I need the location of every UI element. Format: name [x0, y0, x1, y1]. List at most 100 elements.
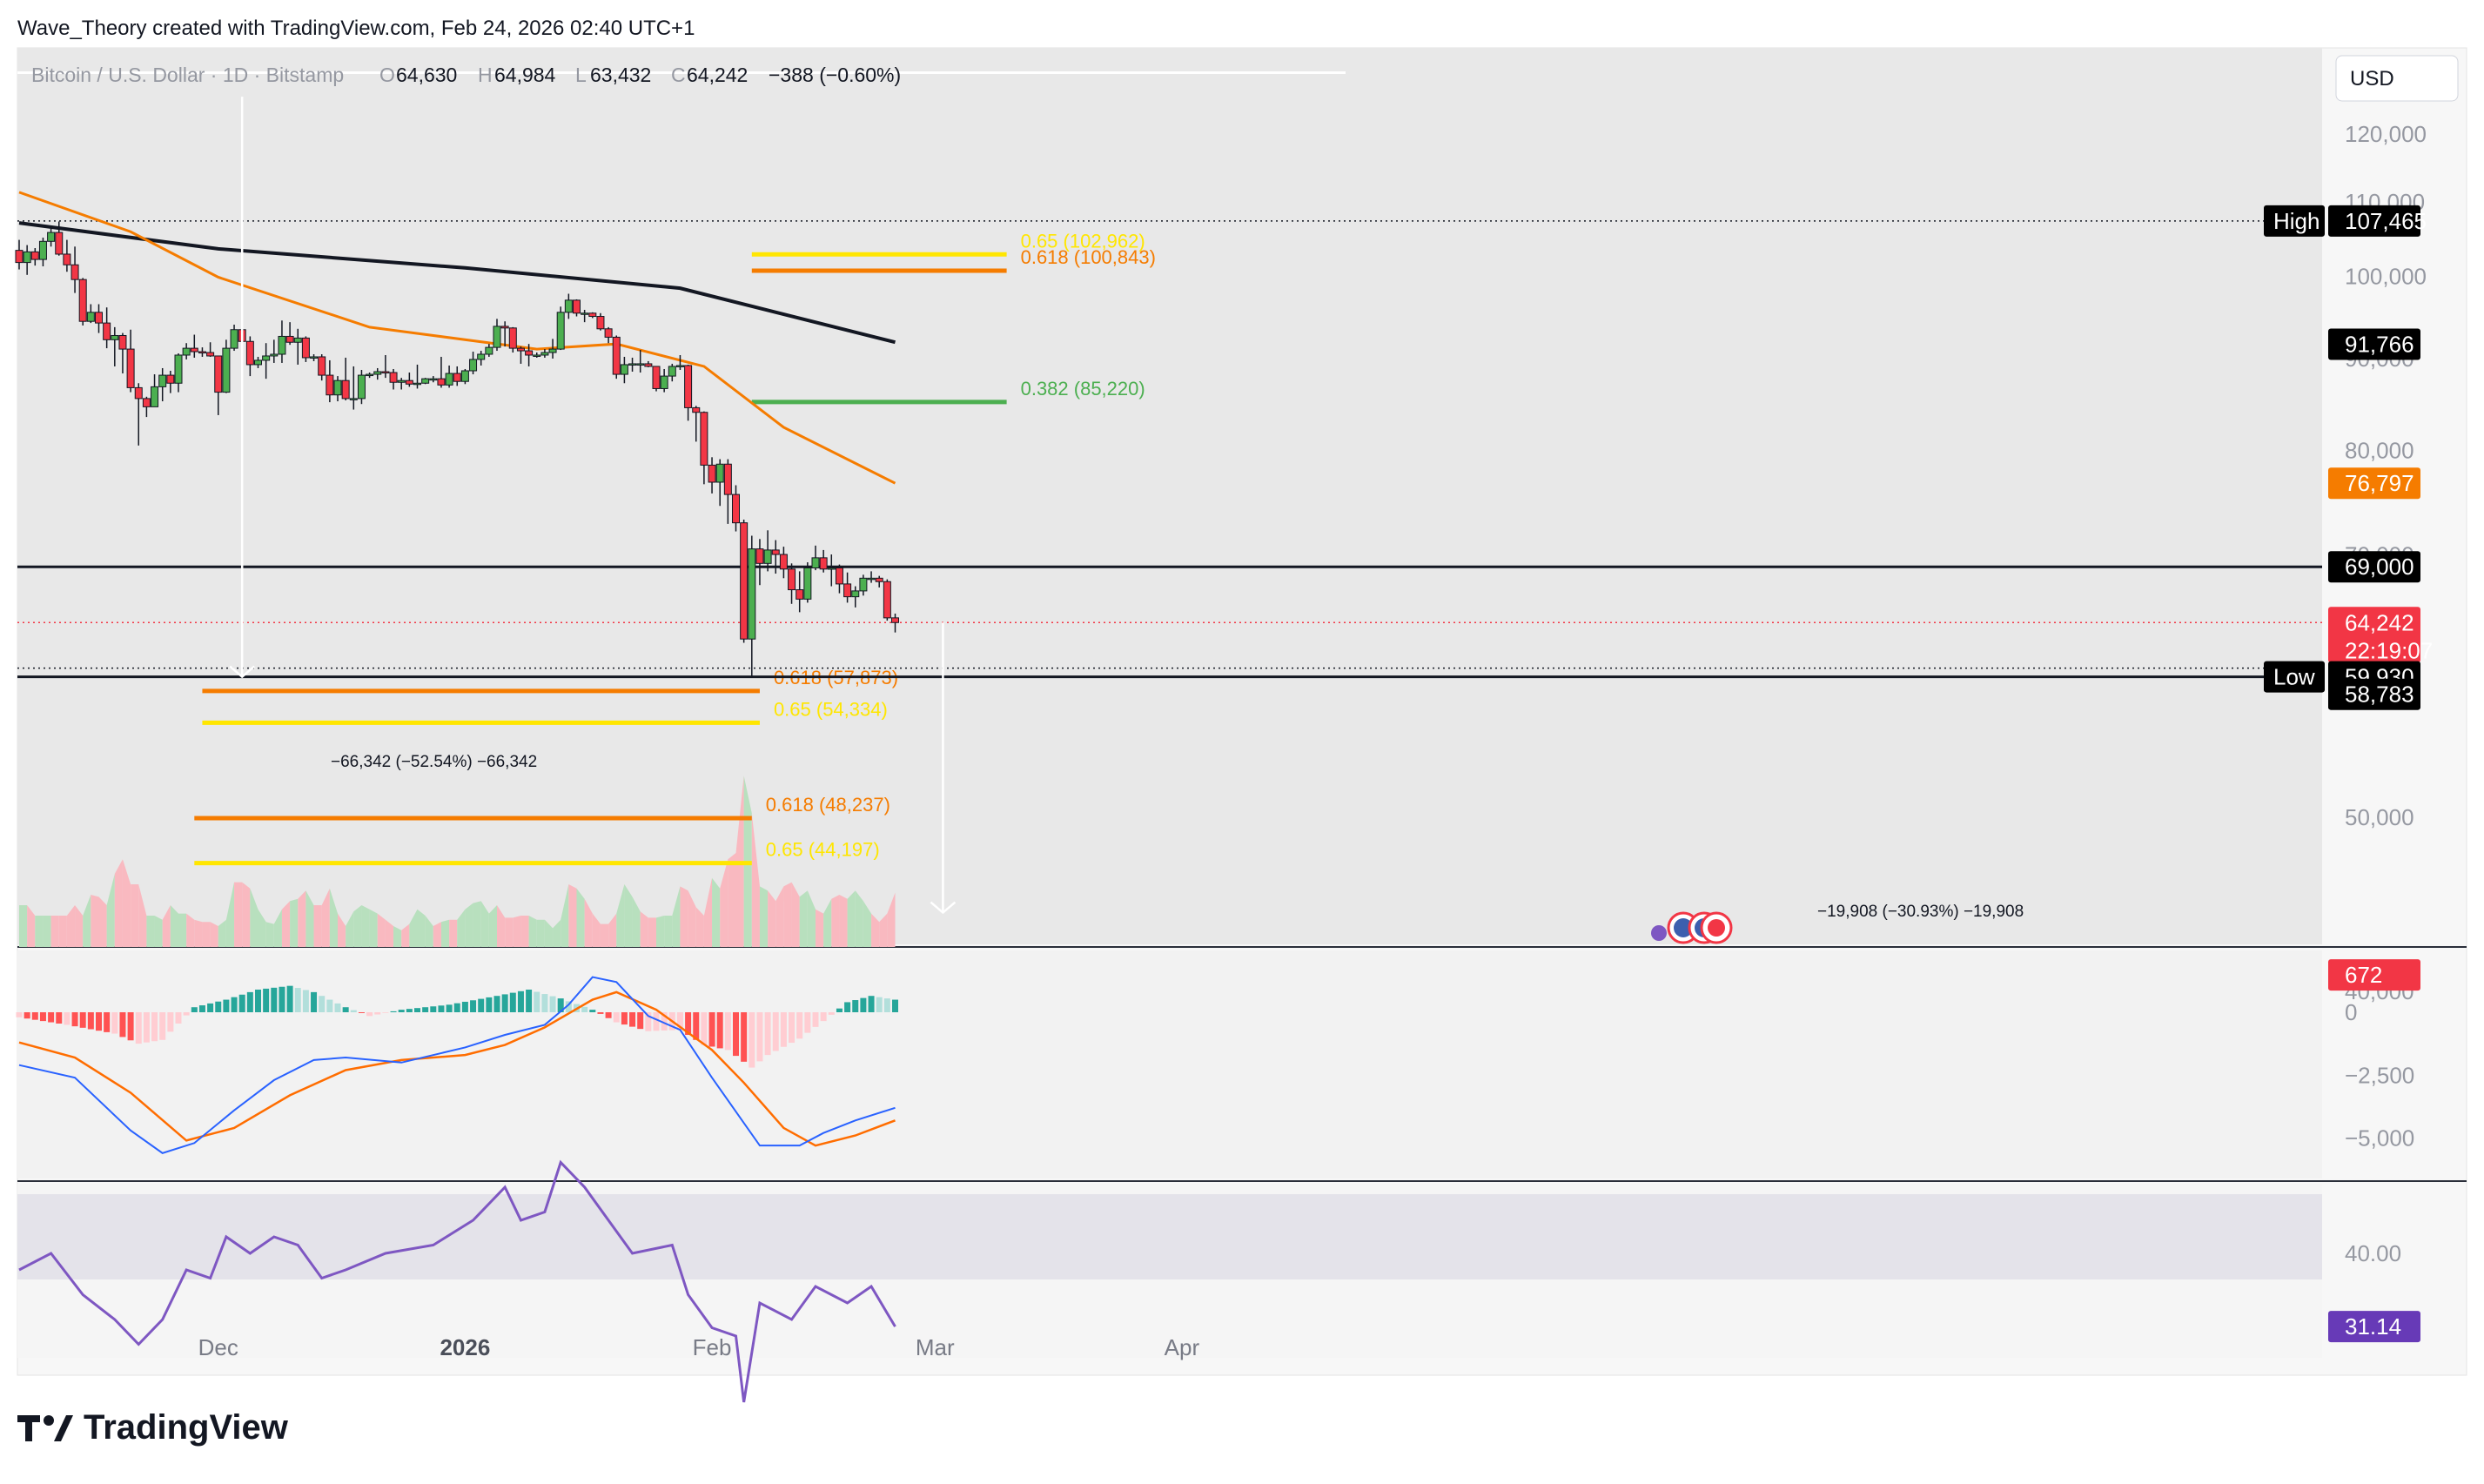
candle[interactable] — [397, 378, 406, 390]
candle[interactable] — [875, 575, 883, 588]
candle[interactable] — [715, 459, 724, 507]
candle[interactable] — [95, 304, 103, 333]
candle[interactable] — [843, 572, 852, 603]
candle[interactable] — [198, 347, 206, 357]
candle[interactable] — [636, 350, 645, 373]
candle[interactable] — [111, 326, 119, 366]
candle[interactable] — [588, 312, 597, 319]
candle[interactable] — [429, 376, 438, 383]
candle[interactable] — [47, 227, 56, 247]
candle[interactable] — [819, 549, 828, 573]
candle[interactable] — [811, 545, 820, 571]
candle[interactable] — [788, 563, 796, 604]
candle[interactable] — [540, 349, 549, 358]
candle[interactable] — [748, 535, 756, 677]
candle[interactable] — [413, 364, 421, 389]
candle[interactable] — [366, 373, 374, 379]
candle[interactable] — [803, 562, 812, 603]
candle[interactable] — [500, 321, 509, 347]
candle[interactable] — [405, 373, 413, 387]
candle[interactable] — [15, 239, 23, 270]
candle[interactable] — [573, 299, 581, 317]
candle[interactable] — [508, 326, 517, 353]
candle[interactable] — [437, 356, 446, 388]
candle[interactable] — [270, 339, 279, 363]
candle[interactable] — [285, 322, 294, 346]
candle[interactable] — [835, 564, 843, 594]
candle[interactable] — [604, 326, 613, 344]
tradingview-logo-icon[interactable] — [17, 1415, 73, 1441]
candle[interactable] — [556, 306, 565, 351]
candle[interactable] — [134, 383, 143, 446]
candle[interactable] — [158, 367, 167, 402]
candle[interactable] — [859, 574, 868, 596]
event-flags[interactable] — [1651, 911, 1733, 944]
candle[interactable] — [30, 248, 39, 266]
candle[interactable] — [652, 366, 661, 392]
candle[interactable] — [63, 239, 71, 272]
badge-volume[interactable]: 672 — [2328, 959, 2420, 991]
candle[interactable] — [493, 319, 501, 352]
symbol-title[interactable]: Bitcoin / U.S. Dollar · 1D · Bitstamp — [31, 64, 344, 86]
candle[interactable] — [341, 357, 350, 400]
candle[interactable] — [771, 540, 780, 574]
candle[interactable] — [174, 353, 183, 393]
candle[interactable] — [660, 368, 668, 393]
currency-button[interactable] — [2335, 55, 2459, 102]
candle[interactable] — [453, 366, 461, 386]
candle[interactable] — [151, 374, 159, 407]
candle[interactable] — [668, 363, 676, 382]
candle[interactable] — [357, 369, 366, 405]
badge-sma[interactable]: 91,766 — [2328, 328, 2420, 360]
candle[interactable] — [166, 370, 175, 393]
candle[interactable] — [612, 335, 621, 379]
candle[interactable] — [516, 346, 525, 364]
brand-name[interactable]: TradingView — [84, 1408, 289, 1447]
candle[interactable] — [142, 396, 151, 418]
candle[interactable] — [245, 336, 254, 377]
candle[interactable] — [206, 342, 215, 357]
candle[interactable] — [796, 571, 804, 613]
candle[interactable] — [851, 586, 860, 608]
sparkle-icon[interactable] — [1651, 925, 1667, 941]
candle[interactable] — [310, 353, 319, 361]
candle[interactable] — [644, 360, 653, 367]
badge-resistance[interactable]: 69,000 — [2328, 551, 2420, 583]
candle[interactable] — [126, 329, 135, 393]
candle[interactable] — [23, 245, 31, 275]
candle[interactable] — [732, 485, 740, 532]
candle[interactable] — [525, 344, 534, 366]
candle[interactable] — [214, 355, 223, 415]
candle[interactable] — [349, 366, 358, 410]
candle[interactable] — [389, 368, 398, 390]
candle[interactable] — [700, 411, 708, 485]
candle[interactable] — [293, 328, 302, 365]
time-axis[interactable]: Dec 2026 Feb Mar Apr — [198, 1334, 1200, 1360]
candle[interactable] — [262, 343, 271, 379]
candle[interactable] — [222, 339, 231, 393]
candle[interactable] — [692, 406, 701, 442]
candle[interactable] — [78, 278, 87, 326]
candle[interactable] — [596, 312, 605, 331]
candle[interactable] — [891, 613, 899, 633]
candle[interactable] — [373, 367, 382, 380]
candle[interactable] — [740, 519, 749, 643]
candle[interactable] — [564, 293, 573, 319]
candle[interactable] — [477, 351, 486, 366]
candle[interactable] — [620, 356, 628, 384]
candle[interactable] — [86, 304, 95, 324]
candle[interactable] — [301, 336, 310, 362]
candle[interactable] — [460, 368, 469, 385]
candle[interactable] — [70, 246, 79, 293]
candle[interactable] — [230, 325, 238, 352]
candle[interactable] — [548, 339, 557, 359]
candle[interactable] — [533, 353, 541, 358]
candle[interactable] — [103, 307, 111, 349]
candle[interactable] — [723, 459, 732, 524]
candle[interactable] — [55, 221, 64, 256]
badge-rsi[interactable]: 31.14 — [2328, 1311, 2420, 1343]
candle[interactable] — [763, 530, 772, 572]
candle[interactable] — [485, 344, 493, 357]
candle[interactable] — [779, 547, 788, 579]
